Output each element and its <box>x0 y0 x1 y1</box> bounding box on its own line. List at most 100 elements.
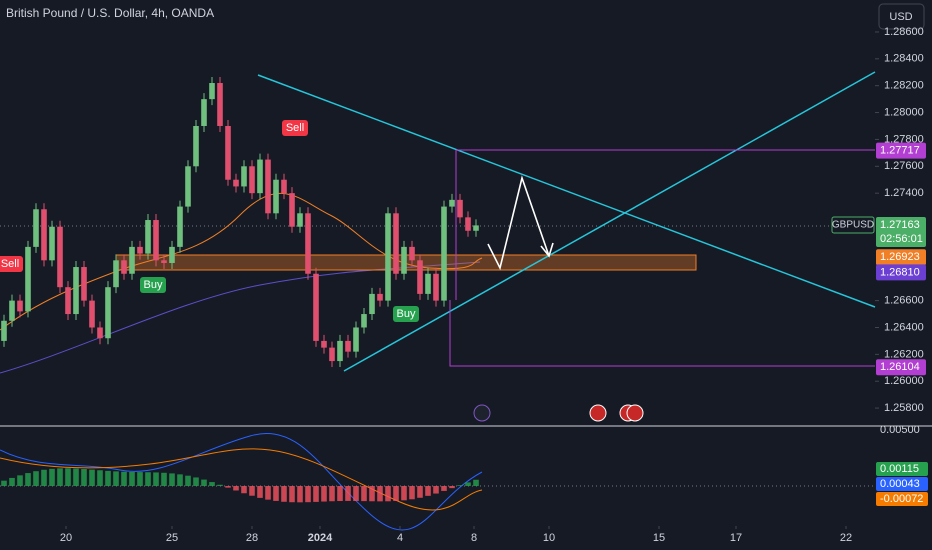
last-price-label: 1.27163 <box>880 219 920 231</box>
macd-badge <box>876 492 928 506</box>
candle-body <box>41 209 47 261</box>
x-tick-label: 2024 <box>308 532 333 544</box>
signal-label: Sell <box>286 122 304 134</box>
event-icon[interactable] <box>473 404 491 422</box>
currency-button[interactable] <box>878 3 925 30</box>
candle-body <box>257 159 263 194</box>
y-tick-label: 1.26200 <box>884 348 924 360</box>
x-tick-label: 4 <box>397 532 403 544</box>
macd-histogram-bar <box>417 486 423 498</box>
macd-histogram-bar <box>129 471 135 486</box>
symbol-box <box>831 216 875 234</box>
signal-label: Sell <box>1 258 19 270</box>
candle-body <box>161 260 167 264</box>
price-badge-label: 1.27717 <box>880 144 920 156</box>
candle-body <box>297 213 303 227</box>
candle-body <box>233 179 239 187</box>
candle-body <box>129 246 135 274</box>
macd-histogram-bar <box>329 486 335 502</box>
macd-histogram-bar <box>449 486 455 489</box>
y-tick-label: 1.25800 <box>884 402 924 414</box>
macd-histogram-bar <box>281 486 287 502</box>
macd-histogram-bar <box>1 480 7 486</box>
candle-body <box>377 293 383 301</box>
currency-button-label[interactable]: USD <box>889 11 912 23</box>
signal-badge <box>393 306 419 322</box>
price-badge <box>876 359 926 376</box>
macd-histogram-bar <box>425 486 431 496</box>
price-badge-label: 1.26923 <box>880 251 920 263</box>
x-tick-label: 20 <box>60 532 72 544</box>
candle-body <box>185 166 191 207</box>
macd-histogram-bar <box>209 482 215 486</box>
macd-label: -0.00072 <box>880 493 923 505</box>
y-tick-label: 1.27800 <box>884 133 924 145</box>
macd-histogram-bar <box>25 473 31 486</box>
candle-body <box>353 327 359 352</box>
macd-histogram-bar <box>121 471 127 486</box>
macd-histogram-bar <box>465 482 471 486</box>
candle-body <box>217 83 223 126</box>
macd-histogram-bar <box>161 472 167 486</box>
x-tick-label: 17 <box>730 532 742 544</box>
plot <box>0 71 876 422</box>
candle-body <box>433 273 439 301</box>
candle-body <box>1 320 7 341</box>
macd-histogram-bar <box>393 486 399 501</box>
macd-histogram-bar <box>153 472 159 486</box>
candle-body <box>73 267 79 315</box>
macd-histogram-bar <box>217 484 223 486</box>
signal-badge <box>0 256 23 272</box>
macd-histogram-bar <box>313 486 319 502</box>
y-tick-label: 1.27400 <box>884 187 924 199</box>
macd-histogram-bar <box>169 473 175 486</box>
macd-histogram-bar <box>145 472 151 486</box>
macd-histogram-bar <box>17 475 23 486</box>
y-tick-label: 1.28000 <box>884 106 924 118</box>
price-badge <box>876 142 926 159</box>
signal-label: Buy <box>144 279 163 291</box>
candle-body <box>337 340 343 362</box>
macd-histogram-bar <box>81 468 87 486</box>
price-badge <box>876 249 926 266</box>
candle-body <box>465 217 471 231</box>
price-badge-label: 1.26810 <box>880 266 920 278</box>
candle-body <box>113 260 119 288</box>
candle-body <box>249 166 255 194</box>
macd-histogram-bar <box>41 469 47 486</box>
candle-body <box>273 179 279 214</box>
y-tick-label: 1.28400 <box>884 53 924 65</box>
candle-body <box>33 209 39 247</box>
chart-title: British Pound / U.S. Dollar, 4h, OANDA <box>6 6 214 20</box>
candle-body <box>289 193 295 227</box>
y-tick-label: 1.28200 <box>884 80 924 92</box>
candle-body <box>305 213 311 274</box>
y-tick-label: 1.26400 <box>884 321 924 333</box>
candle-body <box>409 246 415 261</box>
candle-body <box>441 206 447 301</box>
macd-histogram-bar <box>33 471 39 486</box>
macd-histogram-bar <box>73 468 79 486</box>
candle-body <box>105 287 111 339</box>
macd-histogram-bar <box>49 468 55 486</box>
macd-histogram-bar <box>105 470 111 486</box>
candle-body <box>25 246 31 312</box>
macd-label: 0.00043 <box>880 478 920 490</box>
event-icon[interactable] <box>626 404 644 422</box>
x-tick-label: 10 <box>543 532 555 544</box>
candle-body <box>473 225 479 231</box>
candle-body <box>393 213 399 274</box>
candle-body <box>417 260 423 294</box>
trendline-lower <box>343 71 876 372</box>
macd-histogram-bar <box>361 486 367 502</box>
candle-body <box>137 246 143 254</box>
signal-badge <box>282 120 308 136</box>
candle-body <box>81 267 87 301</box>
candle-body <box>49 226 55 261</box>
macd-histogram-bar <box>273 486 279 501</box>
event-icon[interactable] <box>589 404 607 422</box>
macd-histogram-bar <box>113 471 119 486</box>
x-tick-label: 28 <box>246 532 258 544</box>
